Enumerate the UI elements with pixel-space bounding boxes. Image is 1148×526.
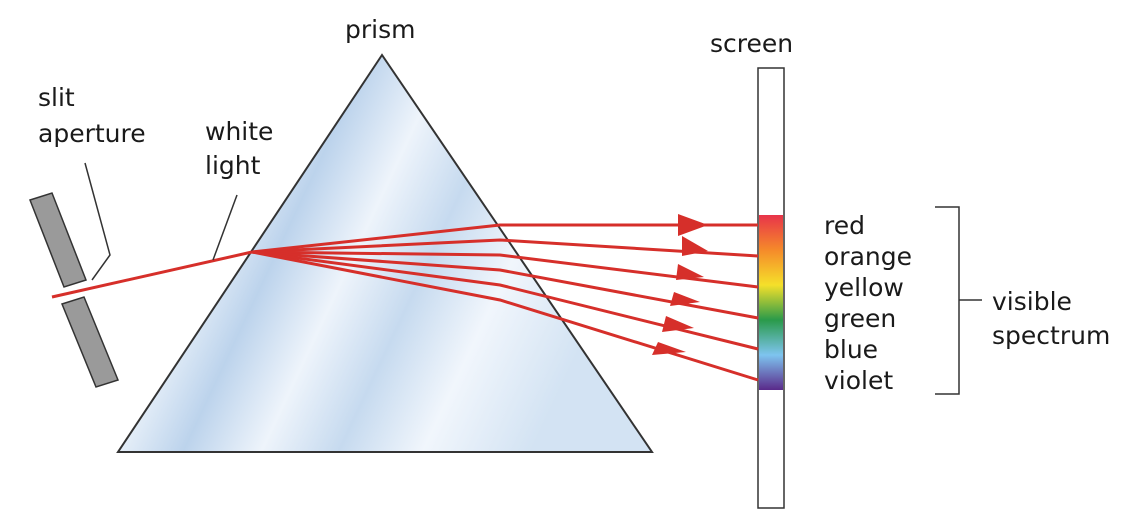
spectrum-label-red: red [824,211,865,240]
leader-lines [84,162,982,395]
ray-yellow [251,250,759,289]
slit-plate-lower [60,296,120,388]
visible-spectrum-label-line2: spectrum [992,321,1110,350]
white-light-ray [51,250,253,299]
spectrum-label-green: green [824,304,896,333]
arrow-green [670,292,700,306]
spectrum-bracket [935,206,960,395]
white-light-label-line1: white [205,117,273,146]
ray-orange [251,238,759,258]
ray-arrowheads [652,214,708,355]
ray-violet [251,250,759,382]
arrow-orange [682,236,708,256]
slit-aperture-label-line1: slit [38,83,75,112]
visible-spectrum-label-line1: visible [992,287,1072,316]
white-light-label-line2: light [205,151,261,180]
white-light-leader [212,194,238,261]
ray-red [251,223,758,254]
arrow-yellow [676,264,704,280]
arrow-blue [662,316,694,332]
screen [757,67,785,509]
prism-label: prism [345,15,415,44]
arrow-violet [652,342,686,355]
slit-leader [84,162,111,281]
slit-aperture-label-line2: aperture [38,119,146,148]
labels: prism screen slit aperture white light v… [38,15,1110,395]
spectrum-label-violet: violet [824,366,893,395]
screen-label: screen [710,29,793,58]
spectrum-label-yellow: yellow [824,273,904,302]
arrow-red [678,214,708,236]
slit-plate-upper [29,192,87,288]
spectrum-label-blue: blue [824,335,878,364]
spectrum-band [759,215,783,390]
slit-aperture [29,192,120,388]
spectrum-label-orange: orange [824,242,912,271]
